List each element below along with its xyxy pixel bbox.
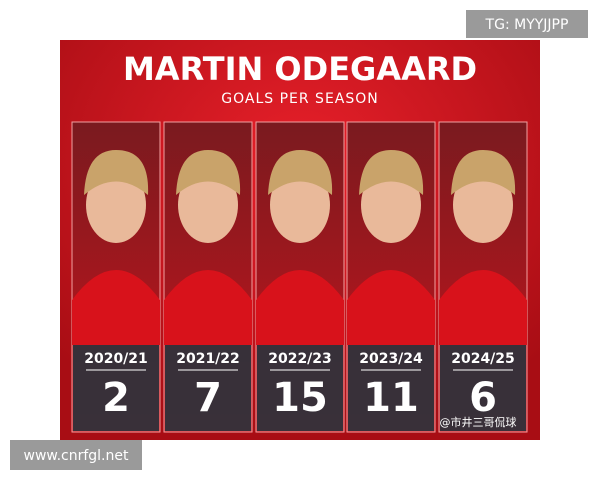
stat-box	[348, 345, 434, 431]
watermark-top: TG: MYYJJPP	[485, 17, 569, 33]
player-head	[361, 167, 421, 243]
stat-box	[257, 345, 343, 431]
subtitle: GOALS PER SEASON	[221, 91, 379, 107]
season-label: 2024/25	[451, 351, 515, 367]
player-head	[178, 167, 238, 243]
season-label: 2021/22	[176, 351, 240, 367]
stat-box	[73, 345, 159, 431]
goals: 6	[469, 375, 497, 421]
player-shirt	[347, 270, 435, 345]
player-hair	[176, 150, 241, 195]
season-label: 2022/23	[268, 351, 332, 367]
player-head	[270, 167, 330, 243]
credit: @市井三哥侃球	[440, 415, 517, 429]
player-shirt	[72, 270, 160, 345]
watermark-box	[10, 440, 142, 470]
player-shirt	[164, 270, 252, 345]
season-label: 2020/21	[84, 351, 148, 367]
player-shirt	[439, 270, 527, 345]
goals: 7	[194, 375, 222, 421]
player-hair	[84, 150, 149, 195]
season-label: 2023/24	[359, 351, 423, 367]
watermark-bottom: www.cnrfgl.net	[24, 448, 129, 464]
player-shirt	[256, 270, 344, 345]
title: MARTIN ODEGAARD	[123, 50, 477, 88]
stat-box	[440, 345, 526, 431]
goals: 2	[102, 375, 130, 421]
watermark-box	[466, 10, 588, 38]
player-hair	[451, 150, 516, 195]
player-hair	[359, 150, 424, 195]
player-head	[453, 167, 513, 243]
player-head	[86, 167, 146, 243]
stat-box	[165, 345, 251, 431]
goals: 11	[363, 375, 419, 421]
player-hair	[268, 150, 333, 195]
goals: 15	[272, 375, 328, 421]
